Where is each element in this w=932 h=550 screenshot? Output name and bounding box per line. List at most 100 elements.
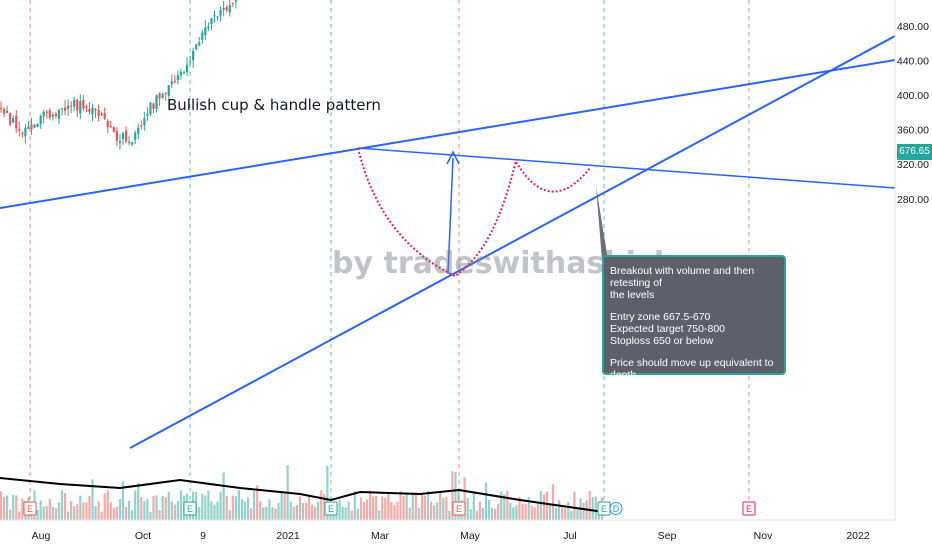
volume-bar bbox=[222, 472, 225, 520]
candle-body bbox=[76, 99, 79, 111]
candle-body bbox=[115, 131, 118, 141]
volume-bar bbox=[97, 501, 100, 520]
candle-body bbox=[30, 124, 33, 130]
volume-bar bbox=[582, 502, 585, 520]
volume-bar bbox=[472, 491, 475, 520]
volume-bar bbox=[558, 500, 561, 520]
volume-bar bbox=[542, 494, 545, 520]
volume-bar bbox=[173, 504, 176, 520]
candle-body bbox=[176, 74, 179, 81]
volume-bar bbox=[320, 490, 323, 520]
volume-bar bbox=[396, 501, 399, 520]
volume-bar bbox=[268, 499, 271, 520]
volume-bar bbox=[503, 494, 506, 520]
volume-bar bbox=[246, 497, 250, 520]
volume-bar bbox=[67, 511, 70, 520]
candle-body bbox=[134, 132, 137, 140]
candle-body bbox=[201, 32, 204, 40]
candle-body bbox=[173, 80, 176, 83]
y-tick-label: 360.00 bbox=[897, 125, 929, 137]
candle-body bbox=[222, 7, 225, 10]
candle-body bbox=[91, 107, 94, 115]
volume-bar bbox=[295, 504, 298, 520]
candle-body bbox=[161, 93, 164, 98]
volume-bar bbox=[317, 501, 320, 520]
volume-bar bbox=[253, 490, 256, 520]
candle-body bbox=[54, 113, 57, 117]
volume-bar bbox=[326, 465, 329, 520]
volume-bar bbox=[298, 496, 301, 520]
volume-bar bbox=[307, 496, 311, 520]
volume-bar bbox=[167, 491, 170, 520]
volume-bar bbox=[341, 506, 344, 520]
volume-bar bbox=[103, 493, 106, 520]
volume-bar bbox=[344, 507, 347, 520]
candle-body bbox=[158, 93, 161, 99]
volume-bar bbox=[420, 494, 423, 520]
volume-bar bbox=[429, 501, 433, 520]
earnings-marker-label: E bbox=[601, 504, 607, 514]
volume-bar bbox=[323, 493, 326, 520]
volume-bar bbox=[213, 504, 216, 520]
candle-body bbox=[39, 115, 42, 124]
volume-bar bbox=[576, 509, 579, 520]
candle-body bbox=[195, 44, 198, 49]
volume-bar bbox=[414, 492, 417, 520]
dividend-marker-label: D bbox=[613, 504, 620, 514]
volume-bar bbox=[60, 490, 64, 520]
volume-bar bbox=[292, 506, 295, 520]
volume-bar bbox=[567, 501, 570, 520]
volume-bar bbox=[137, 483, 140, 520]
candle-body bbox=[198, 42, 201, 46]
candle-body bbox=[63, 107, 67, 111]
earnings-marker-label: E bbox=[746, 504, 752, 514]
volume-bar bbox=[158, 510, 161, 520]
volume-bar bbox=[436, 502, 439, 520]
candle-body bbox=[24, 127, 27, 137]
candle-body bbox=[48, 110, 51, 118]
candle-body bbox=[73, 99, 76, 107]
volume-bar bbox=[500, 491, 503, 520]
volume-bar bbox=[402, 496, 405, 520]
candle-body bbox=[51, 114, 54, 117]
volume-bar bbox=[115, 506, 118, 520]
y-tick-label: 280.00 bbox=[897, 194, 929, 206]
upper-trendline bbox=[0, 59, 896, 209]
volume-bar bbox=[274, 508, 277, 520]
volume-bar bbox=[201, 493, 204, 520]
volume-bar bbox=[198, 507, 201, 520]
candle-body bbox=[225, 7, 228, 11]
candle-body bbox=[21, 133, 24, 135]
annotation-line: Expected target 750-800 bbox=[610, 323, 725, 335]
volume-bar bbox=[509, 502, 512, 520]
candle-body bbox=[164, 92, 167, 94]
volume-bar bbox=[51, 506, 54, 520]
annotation-line: Entry zone 667.5-670 bbox=[610, 311, 711, 323]
x-tick-label: Sep bbox=[658, 530, 677, 542]
volume-bar bbox=[381, 496, 384, 520]
volume-bar bbox=[518, 496, 521, 520]
candle-body bbox=[60, 108, 64, 110]
candle-body bbox=[88, 109, 91, 112]
candle-body bbox=[131, 142, 134, 145]
volume-bar bbox=[283, 493, 286, 520]
earnings-marker-icon bbox=[742, 501, 756, 516]
volume-bar bbox=[204, 495, 207, 520]
volume-bar bbox=[469, 509, 472, 520]
annotation-pointer bbox=[596, 186, 608, 260]
volume-bar bbox=[362, 502, 366, 520]
annotation-line: Price should move up equivalent to depth bbox=[610, 357, 774, 381]
candle-body bbox=[15, 115, 18, 129]
volume-bar bbox=[356, 508, 359, 520]
volume-bar bbox=[448, 510, 451, 520]
volume-bar bbox=[515, 505, 518, 520]
volume-bar bbox=[57, 502, 61, 520]
volume-bar bbox=[387, 492, 390, 520]
volume-bar bbox=[597, 511, 600, 520]
x-axis-bg bbox=[0, 520, 895, 550]
volume-bar bbox=[112, 508, 115, 520]
candle-body bbox=[189, 61, 192, 63]
annotation-box[interactable]: Breakout with volume and then retesting … bbox=[602, 255, 786, 405]
volume-bar bbox=[6, 495, 9, 520]
